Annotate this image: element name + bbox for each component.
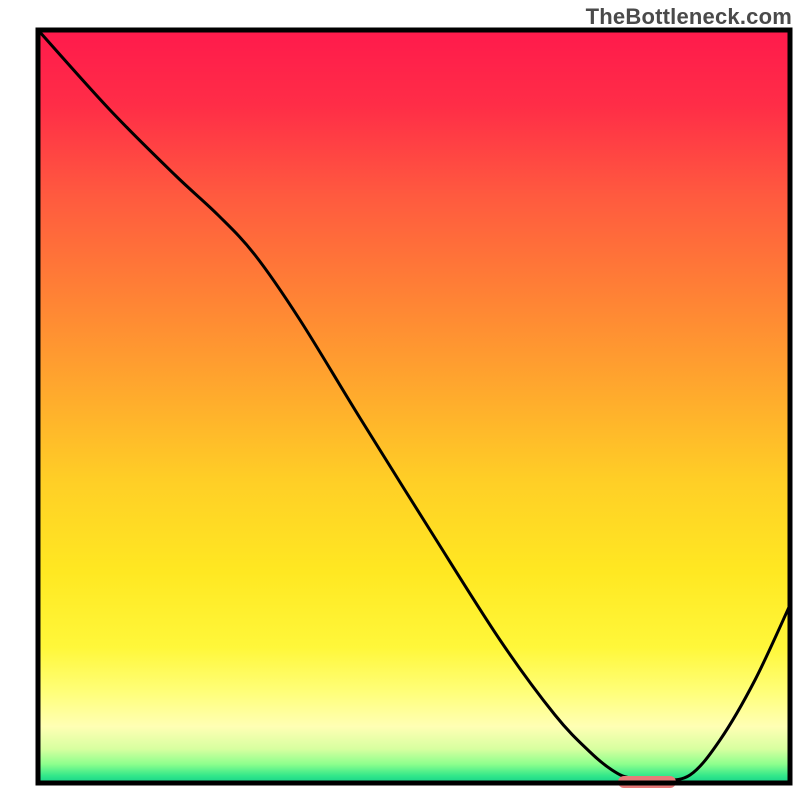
- chart-background: [38, 30, 790, 783]
- chart-svg: [0, 0, 800, 800]
- watermark-text: TheBottleneck.com: [586, 4, 792, 30]
- bottleneck-chart: TheBottleneck.com: [0, 0, 800, 800]
